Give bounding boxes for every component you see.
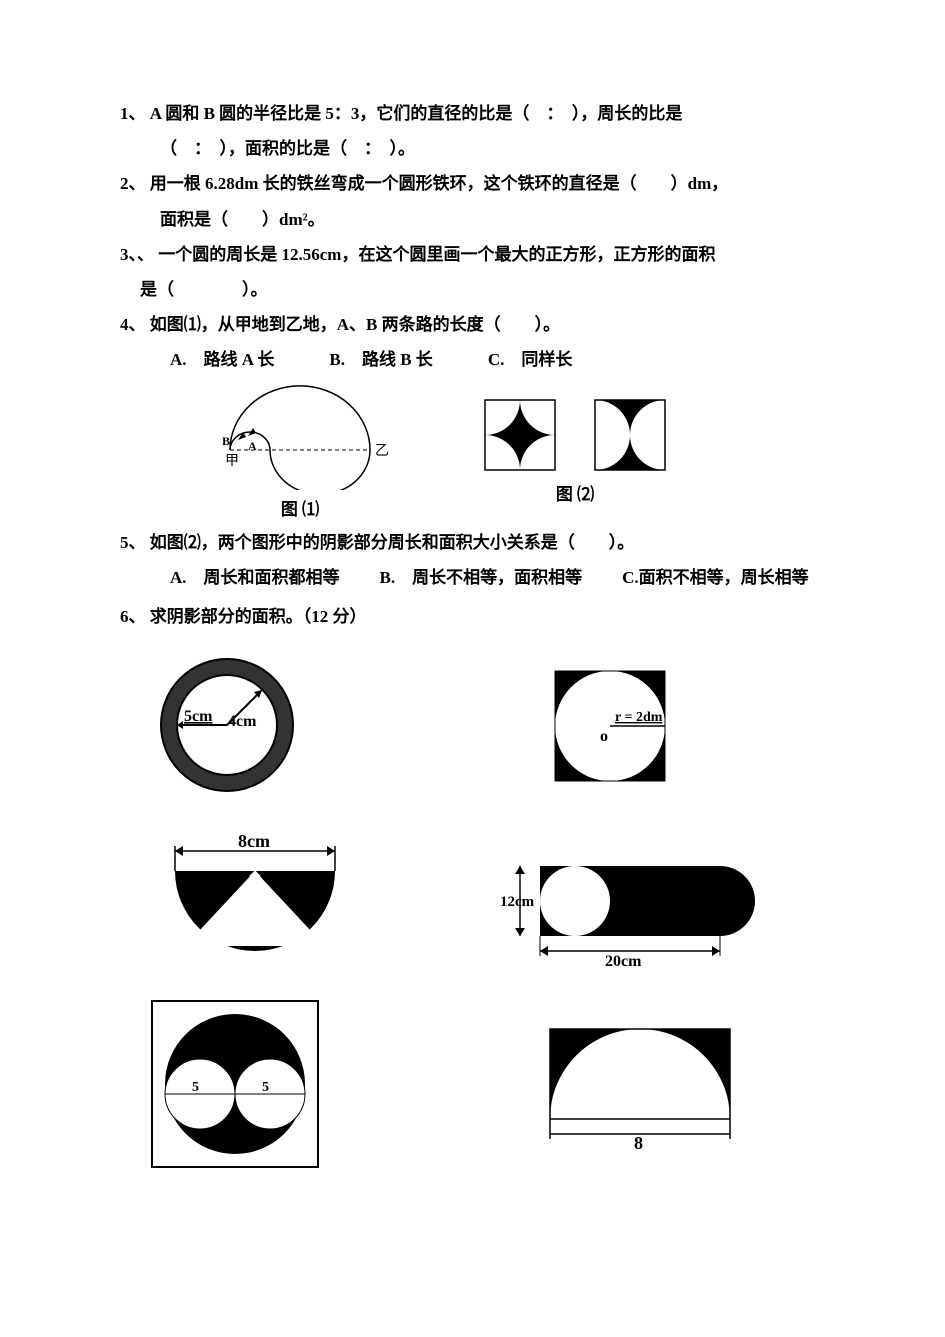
question-6: 6、 求阴影部分的面积。（12 分） (120, 603, 845, 630)
fig2a-svg (480, 395, 560, 475)
q2-text-b: 面积是（ ）dm²。 (120, 206, 845, 233)
fig1-svg: B A 甲 乙 (200, 380, 400, 490)
shape-annulus: 5cm 4cm (150, 648, 305, 803)
question-4: 4、 如图⑴，从甲地到乙地，A、B 两条路的长度（ ）。 (120, 311, 845, 338)
annulus-4cm: 4cm (228, 713, 257, 730)
rs-8: 8 (634, 1133, 643, 1153)
fig1-label-yi: 乙 (375, 443, 389, 459)
question-3: 3、、 一个圆的周长是 12.56cm，在这个圆里画一个最大的正方形，正方形的面… (120, 241, 845, 268)
rr-20cm: 20cm (605, 953, 642, 966)
shape-square-circle: r = 2dm o (545, 661, 675, 791)
annulus-5cm: 5cm (184, 708, 213, 725)
q5-choices: A. 周长和面积都相等 B. 周长不相等，面积相等 C.面积不相等，周长相等 (120, 564, 845, 591)
q1-num: 1、 (120, 104, 146, 123)
q5-num: 5、 (120, 533, 146, 552)
figures-row: B A 甲 乙 图 ⑴ 图 ⑵ (200, 380, 845, 523)
shape-three-circles: 5 5 (150, 999, 320, 1169)
shape-semicircle-triangle: 8cm (150, 831, 360, 971)
sqc-o: o (600, 728, 608, 745)
question-5: 5、 如图⑵，两个图形中的阴影部分周长和面积大小关系是（ ）。 (120, 529, 845, 556)
q4-choice-a: A. 路线 A 长 (170, 346, 274, 373)
fig1-label-jia: 甲 (225, 454, 239, 469)
q5-choice-b: B. 周长不相等，面积相等 (380, 564, 583, 591)
sqc-r: r = 2dm (615, 710, 663, 725)
q3-text-a: 一个圆的周长是 12.56cm，在这个圆里画一个最大的正方形，正方形的面积 (158, 245, 715, 264)
q5-choice-c: C.面积不相等，周长相等 (622, 564, 809, 591)
shapes-row-3: 5 5 8 (150, 999, 845, 1169)
q5-choice-a: A. 周长和面积都相等 (170, 564, 340, 591)
q3-text-b: 是（ ）。 (120, 276, 845, 303)
q1-text-b: （ ： ），面积的比是（ ： ）。 (120, 135, 845, 162)
q2-text-a: 用一根 6.28dm 长的铁丝弯成一个圆形铁环，这个铁环的直径是（ ）dm， (150, 174, 728, 193)
figure-1: B A 甲 乙 图 ⑴ (200, 380, 400, 523)
q6-num: 6、 (120, 607, 146, 626)
q1-text-a: A 圆和 B 圆的半径比是 5：3，它们的直径的比是（ ： ），周长的比是 (150, 104, 683, 123)
q2-num: 2、 (120, 174, 146, 193)
q6-text: 求阴影部分的面积。（12 分） (150, 607, 367, 626)
q5-text: 如图⑵，两个图形中的阴影部分周长和面积大小关系是（ ）。 (150, 533, 635, 552)
fig1-label-a: A (248, 439, 257, 453)
q4-choice-b: B. 路线 B 长 (329, 346, 432, 373)
shapes-row-2: 8cm 12cm 20cm (150, 831, 845, 971)
question-2: 2、 用一根 6.28dm 长的铁丝弯成一个圆形铁环，这个铁环的直径是（ ）dm… (120, 170, 845, 197)
q4-num: 4、 (120, 315, 146, 334)
q4-choices: A. 路线 A 长 B. 路线 B 长 C. 同样长 (120, 346, 845, 373)
fig1-label-b: B (222, 434, 230, 448)
q4-text: 如图⑴，从甲地到乙地，A、B 两条路的长度（ ）。 (150, 315, 560, 334)
q3-num: 3、、 (120, 245, 154, 264)
tc-5l: 5 (192, 1080, 199, 1095)
shapes-row-1: 5cm 4cm r = 2dm o (150, 648, 845, 803)
figure-2: 图 ⑵ (480, 395, 670, 508)
rr-12cm: 12cm (500, 894, 535, 910)
shape-rect-semicircle: 8 (530, 1014, 750, 1154)
semi-8cm: 8cm (238, 831, 270, 851)
question-1: 1、 A 圆和 B 圆的半径比是 5：3，它们的直径的比是（ ： ），周长的比是 (120, 100, 845, 127)
shape-rounded-rect: 12cm 20cm (500, 836, 780, 966)
q4-choice-c: C. 同样长 (488, 346, 573, 373)
fig2-caption: 图 ⑵ (556, 481, 594, 508)
fig1-caption: 图 ⑴ (281, 496, 319, 523)
tc-5r: 5 (262, 1080, 269, 1095)
fig2b-svg (590, 395, 670, 475)
